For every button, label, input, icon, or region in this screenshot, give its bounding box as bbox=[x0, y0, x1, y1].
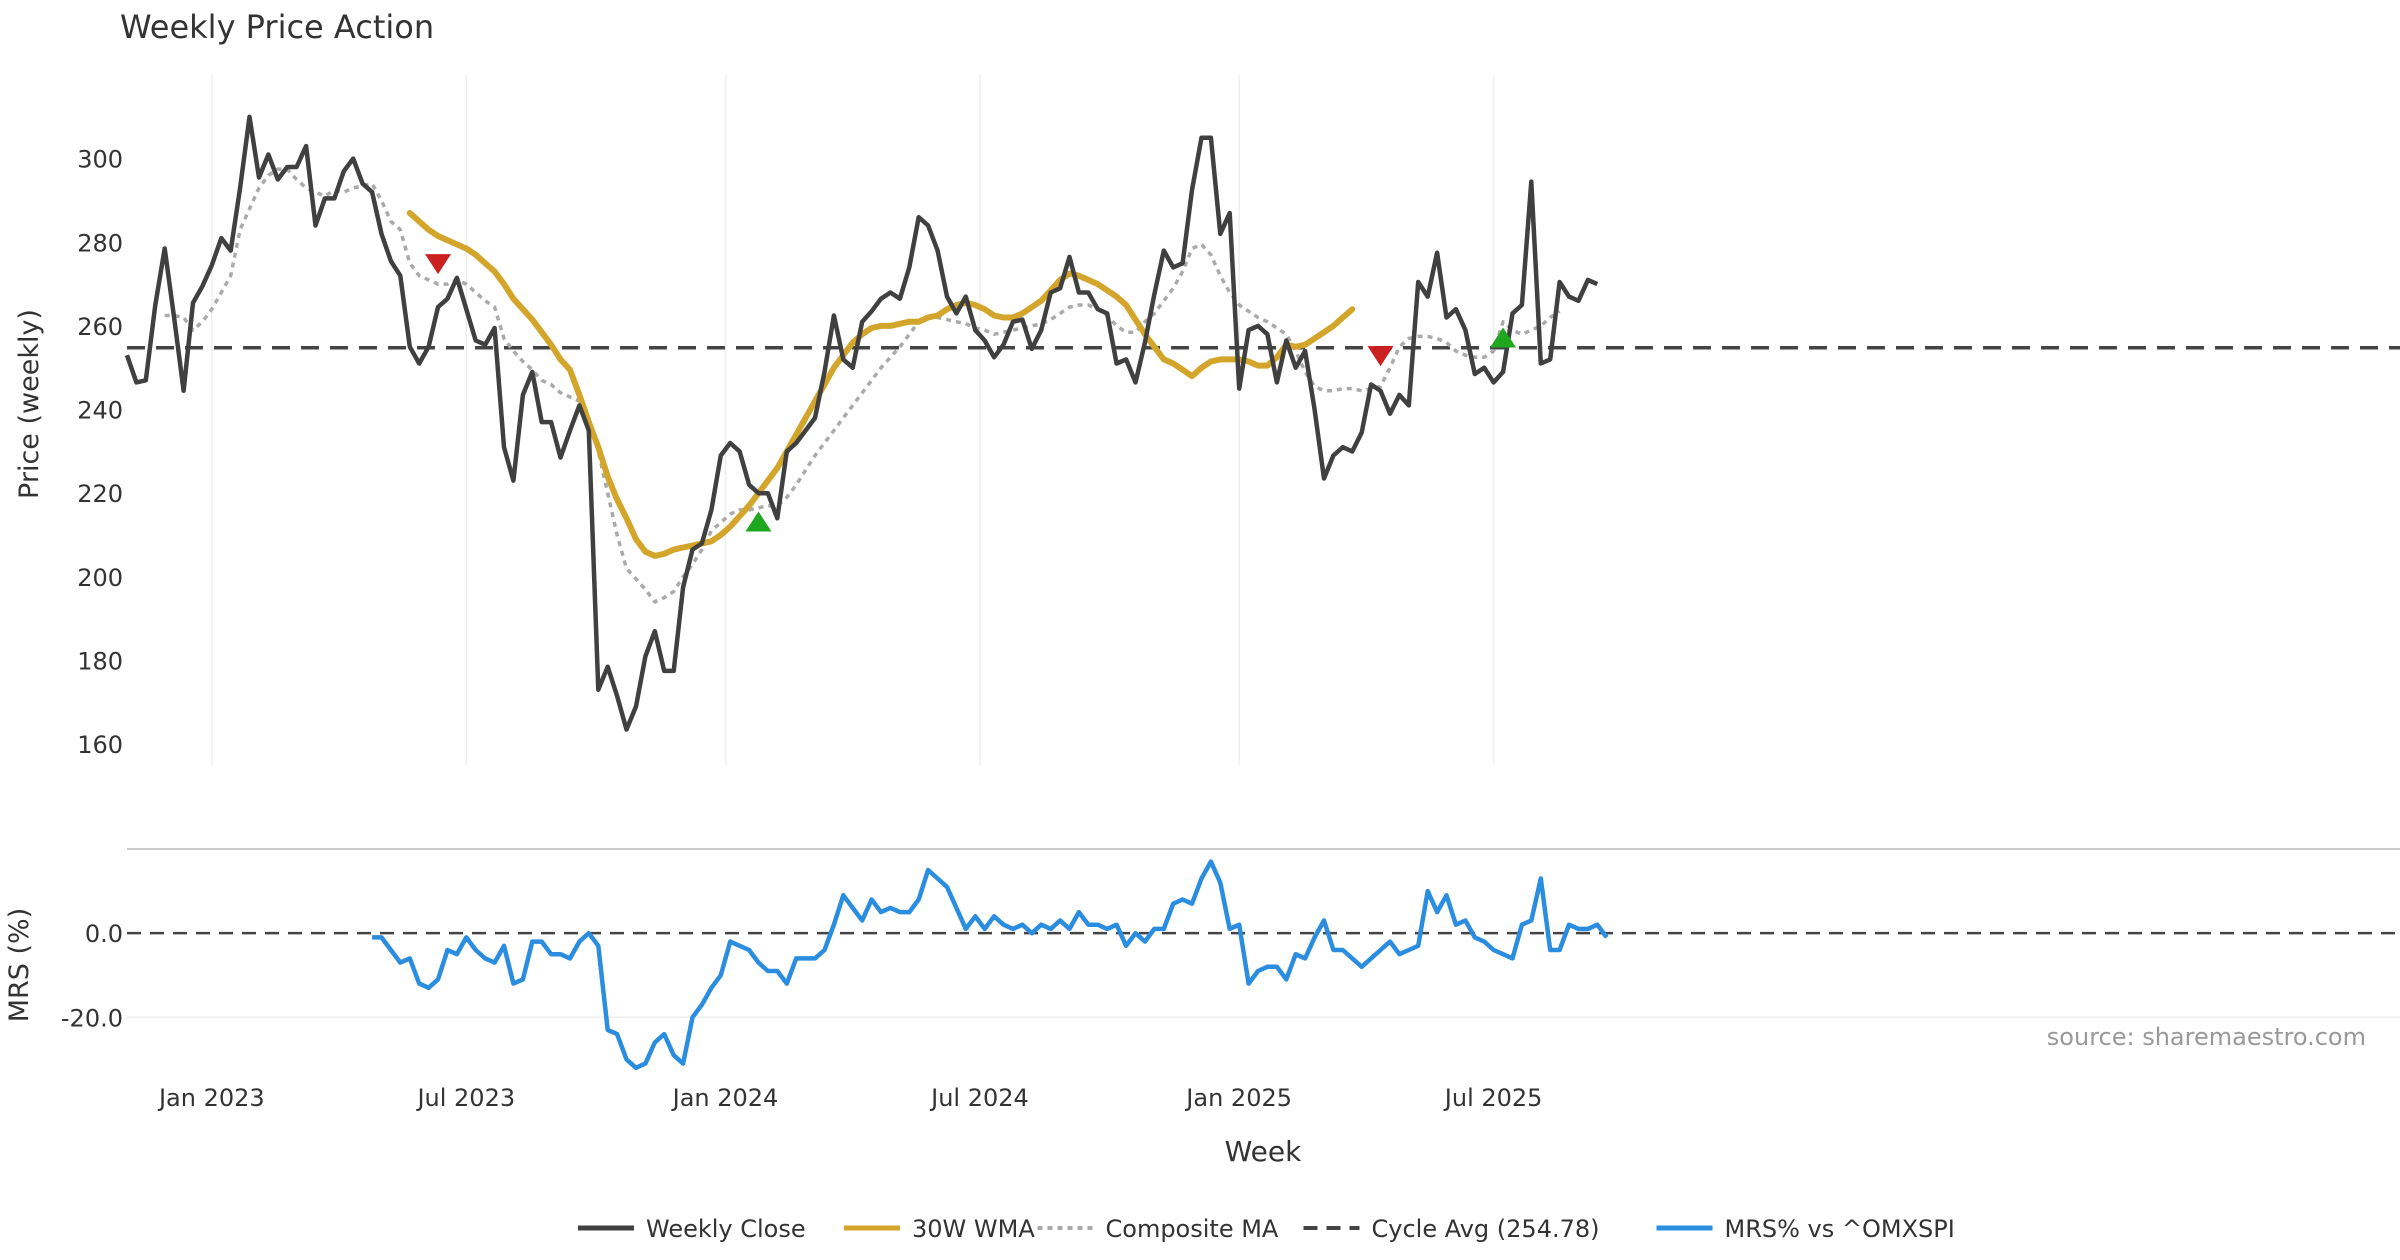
source-note: source: sharemaestro.com bbox=[2047, 1023, 2366, 1051]
price-y-tick-label: 260 bbox=[77, 313, 123, 341]
x-axis-label: Week bbox=[1225, 1135, 1302, 1168]
price-x-gridlines bbox=[211, 75, 1495, 765]
price-y-ticks: 300 280 260 240 220 200 180 160 bbox=[77, 146, 123, 759]
mrs-series-group bbox=[372, 859, 1609, 1071]
x-tick-label: Jul 2023 bbox=[415, 1084, 515, 1112]
price-y-tick-label: 180 bbox=[77, 647, 123, 675]
x-tick-label: Jan 2025 bbox=[1184, 1084, 1292, 1112]
signal-markers bbox=[425, 254, 1517, 532]
legend: Weekly Close 30W WMA Composite MA Cycle Avg… bbox=[578, 1215, 1955, 1243]
price-y-tick-label: 240 bbox=[77, 397, 123, 425]
price-y-tick-label: 160 bbox=[77, 731, 123, 759]
buy-signal-marker bbox=[1490, 327, 1517, 348]
mrs-line bbox=[372, 859, 1609, 1071]
buy-signal-marker bbox=[745, 511, 772, 532]
price-series-group bbox=[124, 114, 2400, 732]
mrs-y-tick-label: -20.0 bbox=[61, 1004, 123, 1032]
price-y-tick-label: 280 bbox=[77, 229, 123, 257]
x-tick-label: Jan 2023 bbox=[157, 1084, 265, 1112]
price-y-tick-label: 300 bbox=[77, 146, 123, 174]
mrs-gridlines bbox=[127, 931, 2400, 1019]
price-y-tick-label: 200 bbox=[77, 564, 123, 592]
chart-title: Weekly Price Action bbox=[120, 8, 434, 46]
price-y-axis-label: Price (weekly) bbox=[14, 309, 45, 499]
x-tick-label: Jan 2024 bbox=[671, 1084, 779, 1112]
x-tick-label: Jul 2025 bbox=[1443, 1084, 1543, 1112]
x-tick-label: Jul 2024 bbox=[929, 1084, 1029, 1112]
legend-label: Weekly Close bbox=[646, 1215, 806, 1243]
legend-label: MRS% vs ^OMXSPI bbox=[1725, 1215, 1955, 1243]
x-tick-labels: Jan 2023 Jul 2023 Jan 2024 Jul 2024 Jan 2025… bbox=[157, 1084, 1542, 1112]
legend-label: Cycle Avg (254.78) bbox=[1372, 1215, 1600, 1243]
price-y-tick-label: 220 bbox=[77, 480, 123, 508]
mrs-y-ticks: 0.0 -20.0 bbox=[61, 920, 123, 1032]
wma-30w-line bbox=[406, 210, 1356, 559]
mrs-y-tick-label: 0.0 bbox=[85, 920, 123, 948]
mrs-y-axis-label: MRS (%) bbox=[4, 908, 35, 1023]
sell-signal-marker bbox=[425, 254, 452, 275]
sell-signal-marker bbox=[1367, 346, 1394, 367]
composite-ma-line bbox=[164, 167, 1561, 604]
weekly-close-line bbox=[124, 114, 1599, 732]
legend-label: 30W WMA bbox=[912, 1215, 1035, 1243]
legend-label: Composite MA bbox=[1106, 1215, 1279, 1243]
